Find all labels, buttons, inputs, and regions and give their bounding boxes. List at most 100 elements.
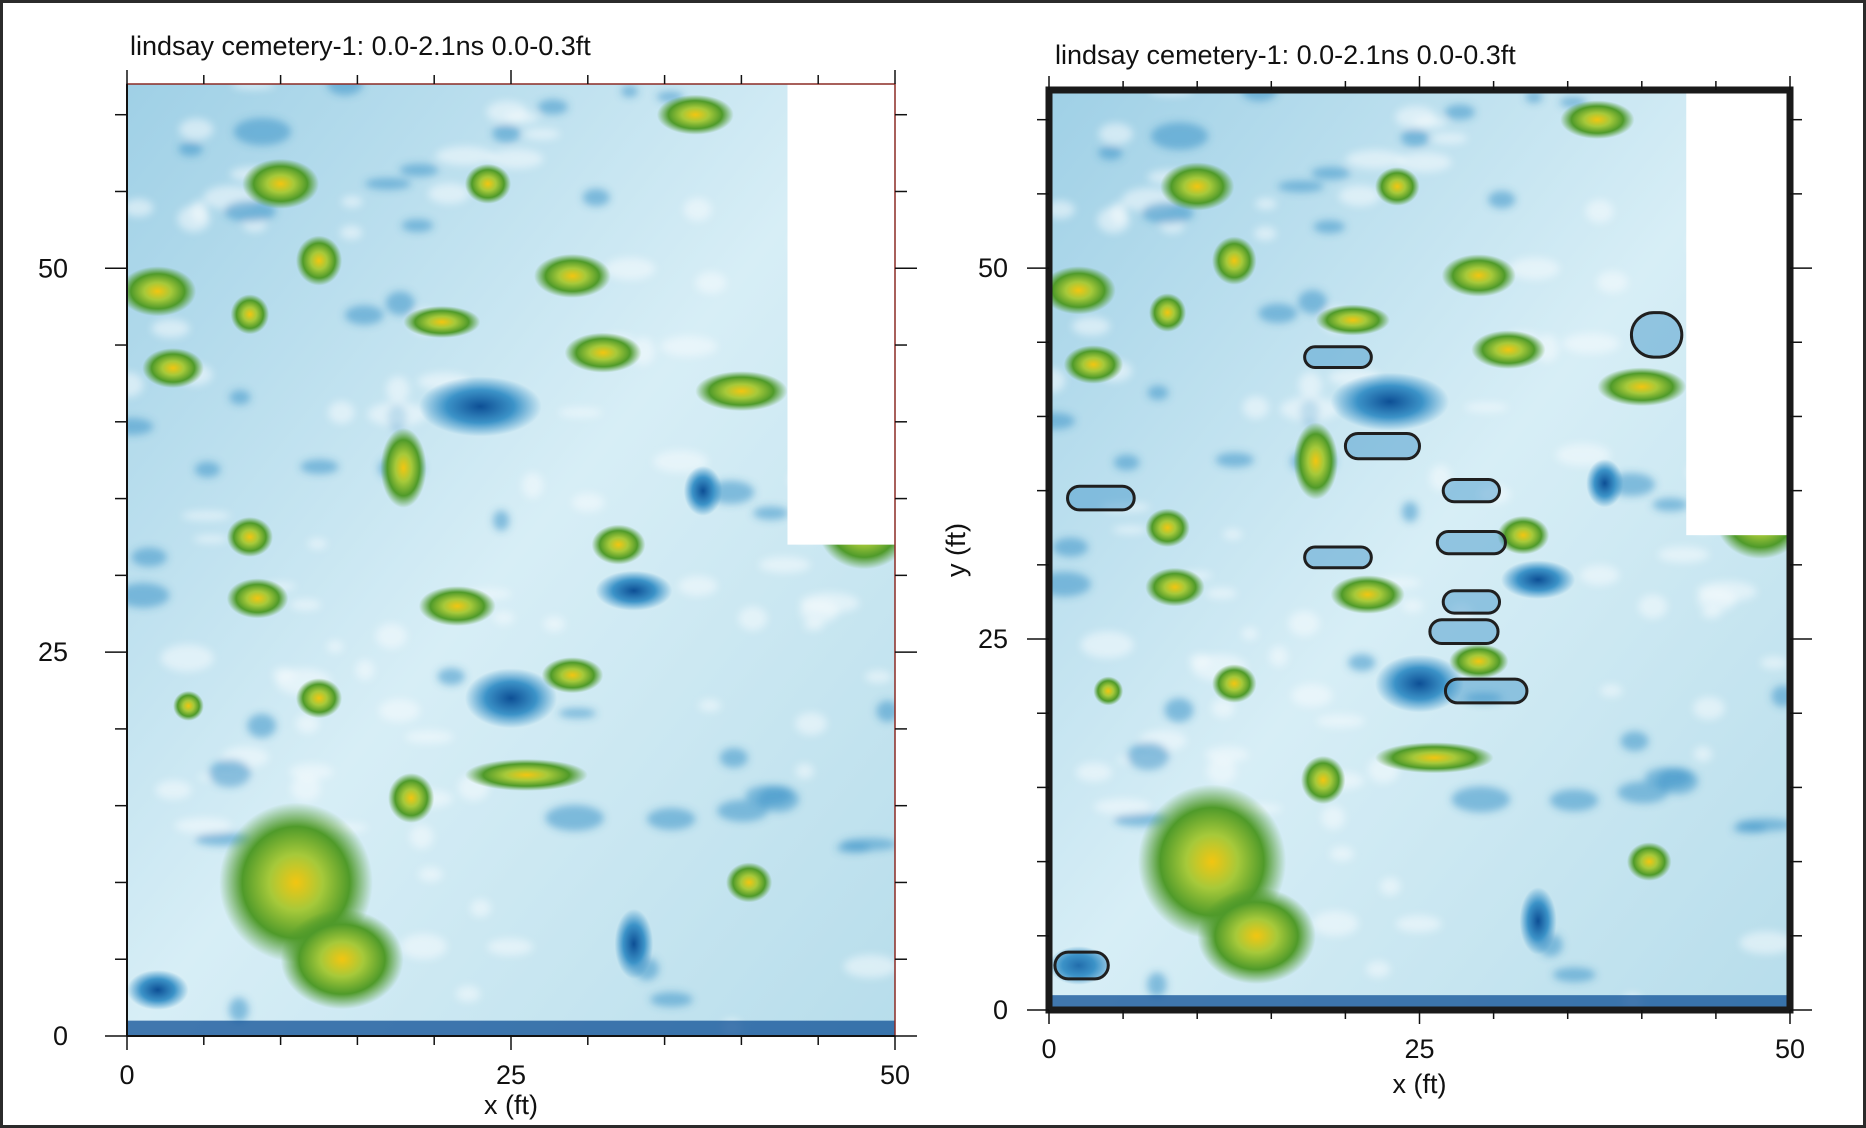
texture-blob	[1113, 454, 1140, 471]
texture-blob	[1164, 698, 1194, 723]
texture-blob	[1552, 967, 1596, 983]
texture-blob	[1052, 537, 1089, 557]
texture-blob	[1464, 693, 1503, 703]
texture-blob	[385, 291, 415, 316]
y-tick-label: 0	[993, 995, 1008, 1025]
anomaly-outline	[1435, 529, 1507, 556]
texture-blob	[1094, 798, 1151, 815]
texture-blob	[1313, 220, 1346, 234]
texture-blob	[1127, 742, 1170, 770]
texture-blob	[492, 124, 521, 143]
x-tick-label: 0	[119, 1060, 134, 1090]
bottom-low-strip	[127, 1020, 895, 1036]
texture-blob	[545, 805, 604, 831]
high-amplitude-feature	[1145, 567, 1205, 607]
texture-blob	[653, 450, 708, 473]
texture-blob	[1658, 546, 1710, 563]
left-panel: lindsay cemetery-1: 0.0-2.1ns 0.0-0.3ft …	[38, 31, 917, 1120]
texture-blob	[127, 582, 170, 608]
high-amplitude-feature	[1197, 887, 1316, 985]
texture-blob	[1736, 818, 1790, 832]
low-amplitude-feature	[1330, 372, 1450, 431]
anomaly-outline	[1343, 432, 1422, 461]
texture-blob	[1739, 931, 1790, 955]
texture-blob	[1464, 402, 1509, 413]
texture-blob	[1206, 587, 1237, 599]
texture-blob	[1298, 289, 1328, 314]
high-amplitude-feature	[726, 862, 773, 903]
texture-blob	[1223, 529, 1243, 540]
texture-blob	[745, 785, 792, 806]
anomaly-outline	[1428, 618, 1500, 645]
left-heatmap	[127, 84, 895, 1036]
texture-blob	[1396, 152, 1452, 173]
texture-blob	[1693, 696, 1725, 720]
bottom-low-strip	[1049, 995, 1790, 1010]
texture-blob	[1269, 645, 1288, 667]
right-chart-title: lindsay cemetery-1: 0.0-2.1ns 0.0-0.3ft	[1055, 40, 1516, 70]
texture-blob	[1311, 166, 1351, 180]
y-tick-label: 25	[38, 637, 68, 667]
texture-blob	[1258, 303, 1298, 323]
anomaly-outline	[1066, 484, 1136, 512]
texture-blob	[487, 938, 534, 956]
high-amplitude-feature	[230, 294, 270, 335]
texture-blob	[127, 372, 144, 397]
texture-blob	[1189, 653, 1211, 668]
texture-blob	[296, 714, 320, 734]
marked-anomalies	[1053, 311, 1684, 981]
low-amplitude-feature	[1501, 560, 1576, 599]
high-amplitude-feature	[295, 678, 343, 719]
texture-blob	[1150, 122, 1209, 150]
texture-blob	[582, 188, 610, 207]
anomaly-outline	[1303, 545, 1373, 570]
high-amplitude-feature	[127, 266, 197, 317]
texture-blob	[1345, 149, 1405, 169]
texture-blob	[1379, 877, 1401, 896]
left-tick-labels: 0 25 50 0 25 50	[38, 253, 910, 1090]
texture-blob	[1652, 498, 1688, 512]
texture-blob	[1080, 631, 1134, 659]
right-heatmap	[1049, 90, 1790, 1010]
low-amplitude-feature	[683, 465, 723, 516]
texture-blob	[537, 99, 569, 115]
texture-blob	[1508, 257, 1560, 280]
texture-blob	[405, 730, 454, 744]
texture-blob	[1366, 961, 1391, 978]
low-amplitude-feature	[418, 376, 542, 437]
texture-blob	[1298, 372, 1322, 399]
texture-blob	[717, 799, 769, 822]
texture-blob	[543, 616, 566, 632]
high-amplitude-feature	[1063, 345, 1124, 384]
high-amplitude-feature	[1597, 367, 1687, 407]
texture-blob	[272, 667, 295, 682]
high-amplitude-feature	[173, 690, 204, 721]
texture-blob	[493, 510, 510, 531]
texture-blob	[1401, 501, 1419, 523]
high-amplitude-feature	[1300, 755, 1346, 805]
low-amplitude-feature	[1049, 946, 1109, 985]
high-amplitude-feature	[464, 758, 588, 791]
texture-blob	[1644, 767, 1692, 788]
texture-blob	[1211, 698, 1235, 718]
high-amplitude-feature	[1497, 515, 1550, 555]
high-amplitude-feature	[1093, 676, 1124, 706]
texture-blob	[738, 606, 768, 631]
texture-blob	[1049, 412, 1076, 430]
texture-blob	[1580, 565, 1620, 586]
texture-blob	[1562, 333, 1620, 354]
high-amplitude-feature	[695, 371, 788, 412]
texture-blob	[1395, 915, 1442, 933]
texture-blob	[378, 699, 421, 723]
high-amplitude-feature	[1330, 575, 1405, 614]
x-tick-label: 50	[880, 1060, 910, 1090]
texture-blob	[409, 824, 434, 849]
texture-blob	[327, 84, 363, 96]
texture-blob	[678, 575, 718, 597]
texture-blob	[435, 146, 495, 166]
texture-blob	[1147, 385, 1169, 401]
y-tick-label: 25	[978, 624, 1008, 654]
texture-blob	[1697, 588, 1737, 612]
x-tick-label: 25	[1404, 1034, 1434, 1064]
